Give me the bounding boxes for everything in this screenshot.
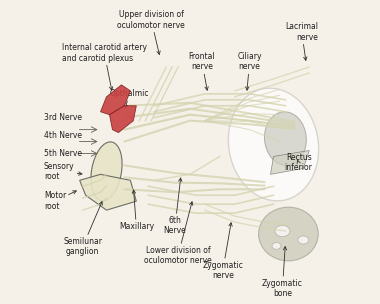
Text: Motor
root: Motor root (44, 191, 76, 211)
Text: Rectus
inferior: Rectus inferior (284, 153, 312, 172)
Ellipse shape (264, 112, 306, 165)
Ellipse shape (258, 207, 318, 261)
Text: Zygomatic
bone: Zygomatic bone (262, 247, 303, 298)
Ellipse shape (298, 236, 309, 244)
Polygon shape (80, 174, 136, 210)
Text: 4th Nerve: 4th Nerve (44, 131, 82, 140)
Text: Sensory
root: Sensory root (44, 162, 82, 181)
Text: Maxillary: Maxillary (119, 190, 154, 231)
Text: Semilunar
ganglion: Semilunar ganglion (63, 202, 102, 256)
Text: Zygomatic
nerve: Zygomatic nerve (203, 223, 243, 280)
Text: Internal carotid artery
and carotid plexus: Internal carotid artery and carotid plex… (62, 43, 147, 90)
Ellipse shape (275, 226, 290, 237)
Text: Opthalmic: Opthalmic (109, 89, 149, 108)
Text: 5th Nerve: 5th Nerve (44, 149, 82, 158)
Ellipse shape (91, 142, 122, 201)
Ellipse shape (228, 88, 319, 201)
Text: Frontal
nerve: Frontal nerve (188, 52, 215, 90)
Polygon shape (271, 150, 309, 174)
Text: Lacrimal
nerve: Lacrimal nerve (285, 22, 318, 60)
Ellipse shape (272, 243, 281, 249)
Text: 6th
Nerve: 6th Nerve (164, 178, 187, 236)
Text: Ciliary
nerve: Ciliary nerve (238, 52, 262, 90)
Polygon shape (109, 106, 136, 133)
Text: 3rd Nerve: 3rd Nerve (44, 113, 82, 122)
Polygon shape (101, 85, 130, 115)
Text: Lower division of
oculomotor nerve: Lower division of oculomotor nerve (144, 202, 212, 265)
Text: Upper division of
oculomotor nerve: Upper division of oculomotor nerve (117, 10, 185, 54)
